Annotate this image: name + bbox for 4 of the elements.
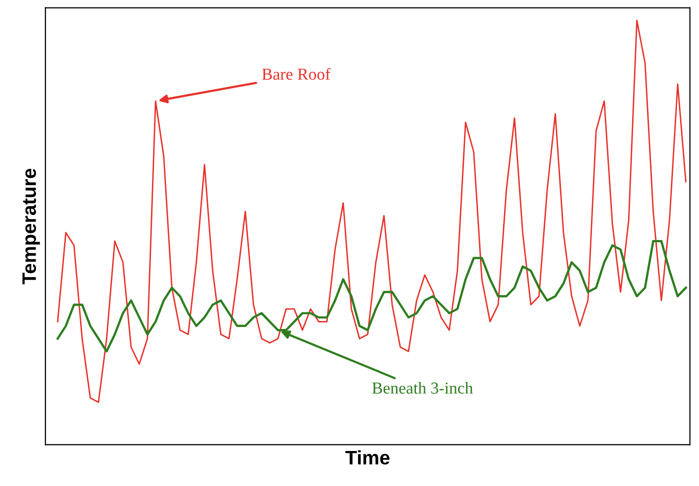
y-axis-title: Temperature	[22, 168, 40, 284]
text: Beneath 3-inch	[372, 382, 473, 394]
text: Bare Roof	[262, 68, 331, 80]
x-axis-title: Time	[345, 450, 390, 465]
